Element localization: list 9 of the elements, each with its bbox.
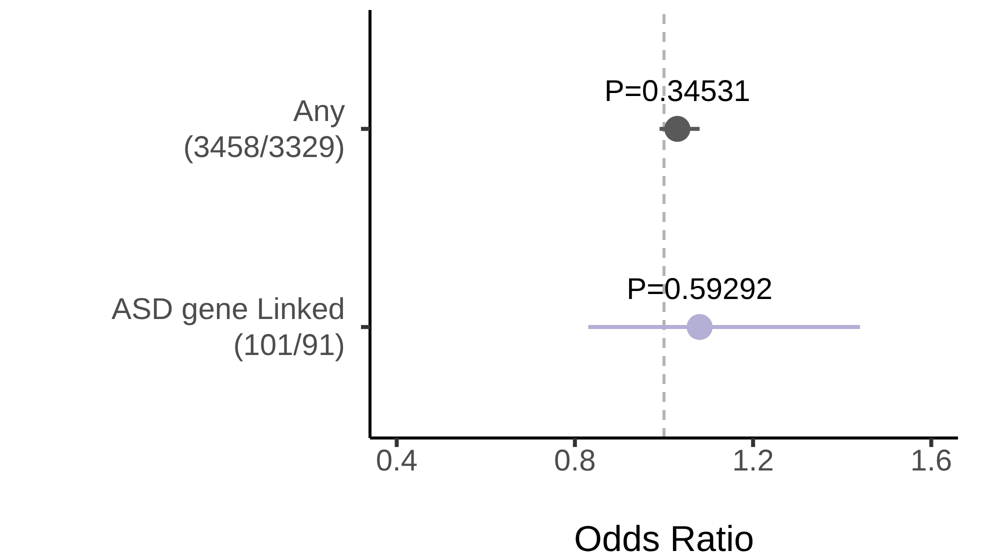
x-tick-label: 1.6 <box>910 444 952 478</box>
y-tick-label: ASD gene Linked (101/91) <box>112 292 345 362</box>
x-tick-label: 0.4 <box>376 444 418 478</box>
annotation: P=0.59292 <box>626 273 773 306</box>
y-tick-label: Any (3458/3329) <box>183 94 345 164</box>
x-axis-title: Odds Ratio <box>574 518 754 559</box>
x-tick-label: 0.8 <box>554 444 596 478</box>
x-tick-label: 1.2 <box>732 444 774 478</box>
annotation: P=0.34531 <box>604 74 750 108</box>
